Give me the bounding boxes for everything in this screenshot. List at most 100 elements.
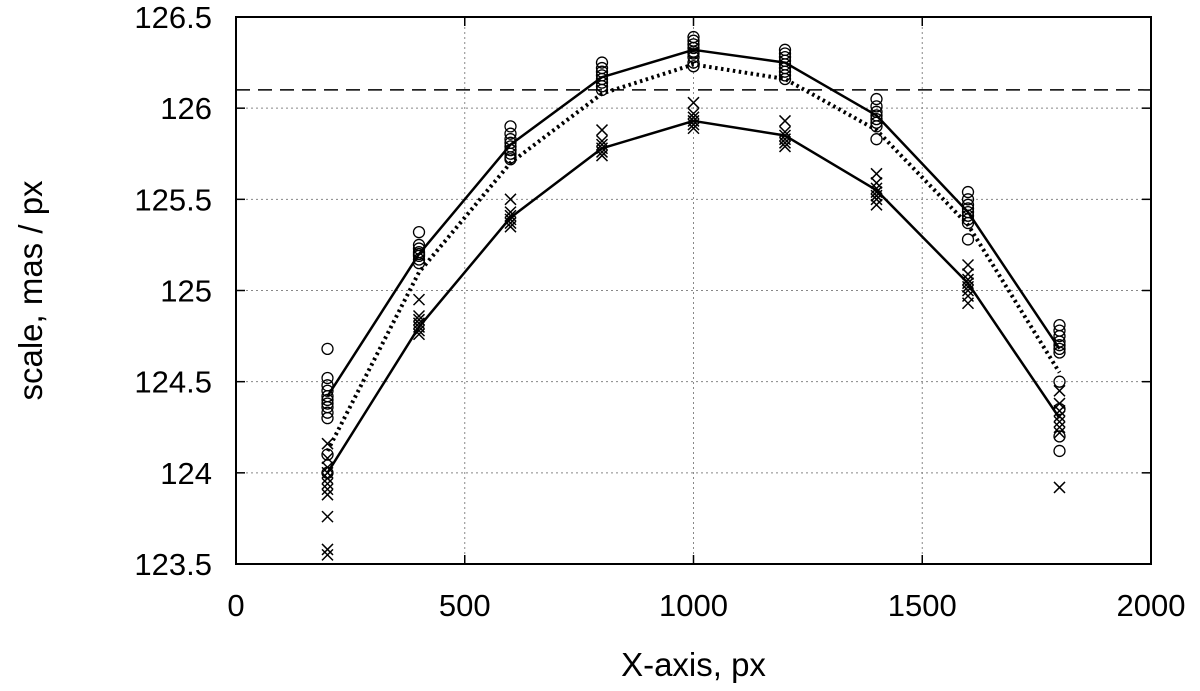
cross-marker (321, 461, 334, 474)
x-tick-label: 0 (227, 588, 244, 623)
cross-marker (961, 284, 975, 297)
cross-marker (778, 140, 792, 153)
circle-marker (961, 233, 975, 246)
cross-marker (321, 488, 334, 501)
cross-marker (687, 122, 700, 135)
circle-marker (778, 69, 792, 82)
x-tick-label: 500 (439, 588, 491, 623)
circle-marker (504, 147, 517, 160)
cross-marker (1053, 421, 1066, 434)
cross-marker (1053, 415, 1066, 428)
circle-marker (961, 216, 975, 230)
cross-marker (595, 149, 609, 162)
circle-marker (1053, 444, 1066, 458)
y-axis-title: scale, mas / px (12, 180, 49, 401)
circle-marker (321, 393, 334, 407)
y-tick-label: 124 (160, 456, 212, 491)
circle-marker (412, 253, 426, 266)
cross-marker (870, 189, 883, 202)
circle-marker (778, 72, 792, 86)
cross-marker (504, 217, 517, 230)
plot-frame (235, 16, 1152, 565)
circle-marker (687, 47, 700, 60)
cross-marker (412, 324, 426, 337)
cross-marker (1053, 404, 1066, 417)
circle-marker (687, 60, 700, 73)
grid-lines (236, 17, 1151, 564)
cross-marker (321, 452, 334, 465)
circle-marker (870, 92, 883, 106)
circle-marker (1053, 430, 1066, 443)
circle-marker (687, 50, 700, 64)
circle-marker (870, 116, 883, 129)
x-tick-label: 1000 (659, 588, 728, 623)
circle-marker (961, 185, 975, 199)
cross-marker (321, 477, 334, 490)
cross-marker (961, 297, 975, 310)
cross-marker (1053, 481, 1066, 494)
cross-marker (870, 198, 883, 211)
cross-marker (1053, 410, 1066, 423)
cross-marker (961, 258, 975, 272)
circle-marker (870, 133, 883, 146)
circle-marker (504, 120, 517, 133)
circle-marker (961, 193, 975, 206)
circle-marker (321, 411, 334, 425)
axis-ticks: 0 500 1000 1500 2000 123.5 124 124.5 125 125.5 126… (134, 0, 1185, 623)
y-tick-label: 123.5 (134, 547, 212, 582)
circle-marker (870, 100, 883, 113)
cross-marker (321, 548, 334, 561)
circle-marker (595, 56, 609, 69)
circle-marker (1053, 339, 1066, 352)
circle-marker (504, 143, 517, 157)
cross-marker (687, 118, 700, 131)
y-tick-label: 124.5 (134, 365, 212, 400)
cross-marker (1053, 426, 1066, 439)
cross-marker (595, 124, 609, 137)
circle-marker (961, 213, 975, 226)
circle-marker (595, 83, 609, 97)
cross-marker (687, 96, 700, 109)
cross-marker (321, 510, 334, 523)
circle-marker (1053, 329, 1066, 343)
cross-marker (321, 437, 334, 450)
cross-marker (778, 114, 792, 127)
circle-marker (1053, 342, 1066, 355)
cross-marker (595, 145, 609, 158)
circle-marker (321, 384, 334, 397)
circle-marker (778, 65, 792, 78)
circle-marker (321, 406, 334, 419)
circle-marker (1053, 375, 1066, 388)
cross-marker (504, 193, 517, 206)
circle-marker (961, 209, 975, 222)
circle-marker (412, 249, 426, 263)
circle-marker (595, 76, 609, 89)
x-tick-label: 1500 (888, 588, 957, 623)
y-tick-label: 126.5 (134, 0, 212, 35)
circle-marker (870, 112, 883, 126)
circle-marker (504, 153, 517, 166)
circle-marker (687, 38, 700, 51)
series-line-2-dotted (325, 62, 1062, 452)
cross-marker (412, 293, 426, 306)
cross-marker (321, 472, 334, 485)
circle-marker (412, 256, 426, 270)
cross-marker (1053, 384, 1066, 397)
circle-marker (870, 120, 883, 133)
x-tick-label: 2000 (1117, 588, 1186, 623)
cross-marker (321, 466, 334, 479)
cross-marker (321, 483, 334, 496)
cross-marker (412, 328, 426, 341)
circle-marker (321, 342, 334, 355)
circle-marker (595, 80, 609, 93)
cross-marker (870, 193, 883, 206)
cross-marker (321, 543, 334, 556)
y-tick-label: 125 (160, 274, 212, 309)
data-points (321, 30, 1066, 561)
x-axis-title: X-axis, px (621, 646, 766, 683)
circle-marker (321, 397, 334, 410)
circle-marker (687, 41, 700, 55)
y-tick-label: 126 (160, 91, 212, 126)
circle-marker (504, 127, 517, 140)
